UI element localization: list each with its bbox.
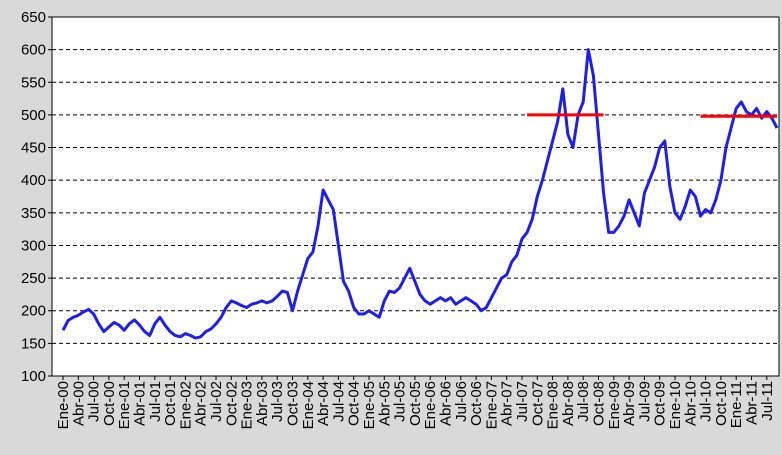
x-tick-label: Jul-01 bbox=[147, 381, 164, 422]
x-tick-label: Ene-00 bbox=[55, 381, 72, 429]
y-tick-label: 450 bbox=[21, 140, 46, 157]
x-tick-label: Abr-00 bbox=[70, 381, 87, 426]
x-tick-label: Abr-11 bbox=[744, 381, 761, 425]
x-tick-label: Ene-07 bbox=[483, 381, 500, 429]
y-tick-label: 500 bbox=[21, 107, 46, 124]
x-tick-label: Oct-07 bbox=[529, 381, 546, 426]
y-tick-label: 200 bbox=[21, 303, 46, 320]
x-tick-label: Abr-09 bbox=[621, 381, 638, 426]
x-tick-label: Ene-04 bbox=[300, 381, 317, 429]
x-tick-label: Ene-11 bbox=[728, 381, 745, 428]
x-tick-label: Oct-03 bbox=[285, 381, 302, 426]
x-tick-label: Ene-03 bbox=[239, 381, 256, 429]
x-tick-label: Jul-06 bbox=[453, 381, 470, 422]
x-tick-label: Abr-04 bbox=[315, 381, 332, 426]
x-tick-label: Oct-01 bbox=[162, 381, 179, 426]
x-tick-label: Abr-02 bbox=[193, 381, 210, 426]
y-tick-label: 100 bbox=[21, 368, 46, 385]
x-tick-label: Abr-07 bbox=[499, 381, 516, 426]
x-tick-label: Jul-10 bbox=[698, 381, 715, 422]
x-tick-label: Oct-02 bbox=[223, 381, 240, 426]
y-tick-label: 650 bbox=[21, 9, 46, 26]
x-tick-label: Oct-00 bbox=[101, 381, 118, 426]
x-tick-label: Abr-08 bbox=[560, 381, 577, 426]
x-tick-label: Jul-00 bbox=[86, 381, 103, 422]
x-tick-label: Oct-09 bbox=[652, 381, 669, 426]
y-tick-label: 250 bbox=[21, 270, 46, 287]
y-tick-label: 600 bbox=[21, 42, 46, 59]
y-tick-label: 150 bbox=[21, 335, 46, 352]
x-tick-label: Ene-10 bbox=[667, 381, 684, 429]
x-tick-label: Jul-02 bbox=[208, 381, 225, 422]
x-tick-label: Jul-09 bbox=[636, 381, 653, 422]
y-tick-label: 350 bbox=[21, 205, 46, 222]
plot-area bbox=[52, 17, 779, 376]
x-tick-label: Jul-03 bbox=[269, 381, 286, 422]
x-tick-label: Abr-05 bbox=[376, 381, 393, 426]
x-tick-label: Abr-01 bbox=[132, 381, 149, 426]
y-tick-label: 550 bbox=[21, 74, 46, 91]
x-tick-label: Jul-08 bbox=[575, 381, 592, 422]
series-line bbox=[527, 113, 777, 118]
y-tick-label: 400 bbox=[21, 172, 46, 189]
x-tick-label: Abr-06 bbox=[438, 381, 455, 426]
x-tick-label: Jul-07 bbox=[514, 381, 531, 422]
x-tick-label: Jul-05 bbox=[392, 381, 409, 422]
series-line bbox=[61, 48, 779, 340]
x-tick-label: Oct-10 bbox=[713, 381, 730, 426]
x-tick-label: Ene-05 bbox=[361, 381, 378, 429]
x-tick-label: Jul-11 bbox=[759, 381, 776, 421]
x-tick-label: Ene-08 bbox=[545, 381, 562, 429]
y-tick-label: 300 bbox=[21, 237, 46, 254]
x-tick-label: Abr-10 bbox=[682, 381, 699, 426]
x-tick-label: Oct-04 bbox=[346, 381, 363, 426]
x-tick-label: Abr-03 bbox=[254, 381, 271, 426]
x-tick-label: Ene-06 bbox=[422, 381, 439, 429]
x-tick-label: Jul-04 bbox=[330, 381, 347, 422]
x-tick-label: Ene-09 bbox=[606, 381, 623, 429]
plot-border bbox=[51, 16, 780, 377]
x-tick-label: Oct-05 bbox=[407, 381, 424, 426]
x-tick-label: Ene-01 bbox=[116, 381, 133, 429]
x-tick-label: Ene-02 bbox=[177, 381, 194, 429]
x-tick-label: Oct-06 bbox=[468, 381, 485, 426]
x-tick-label: Oct-08 bbox=[591, 381, 608, 426]
